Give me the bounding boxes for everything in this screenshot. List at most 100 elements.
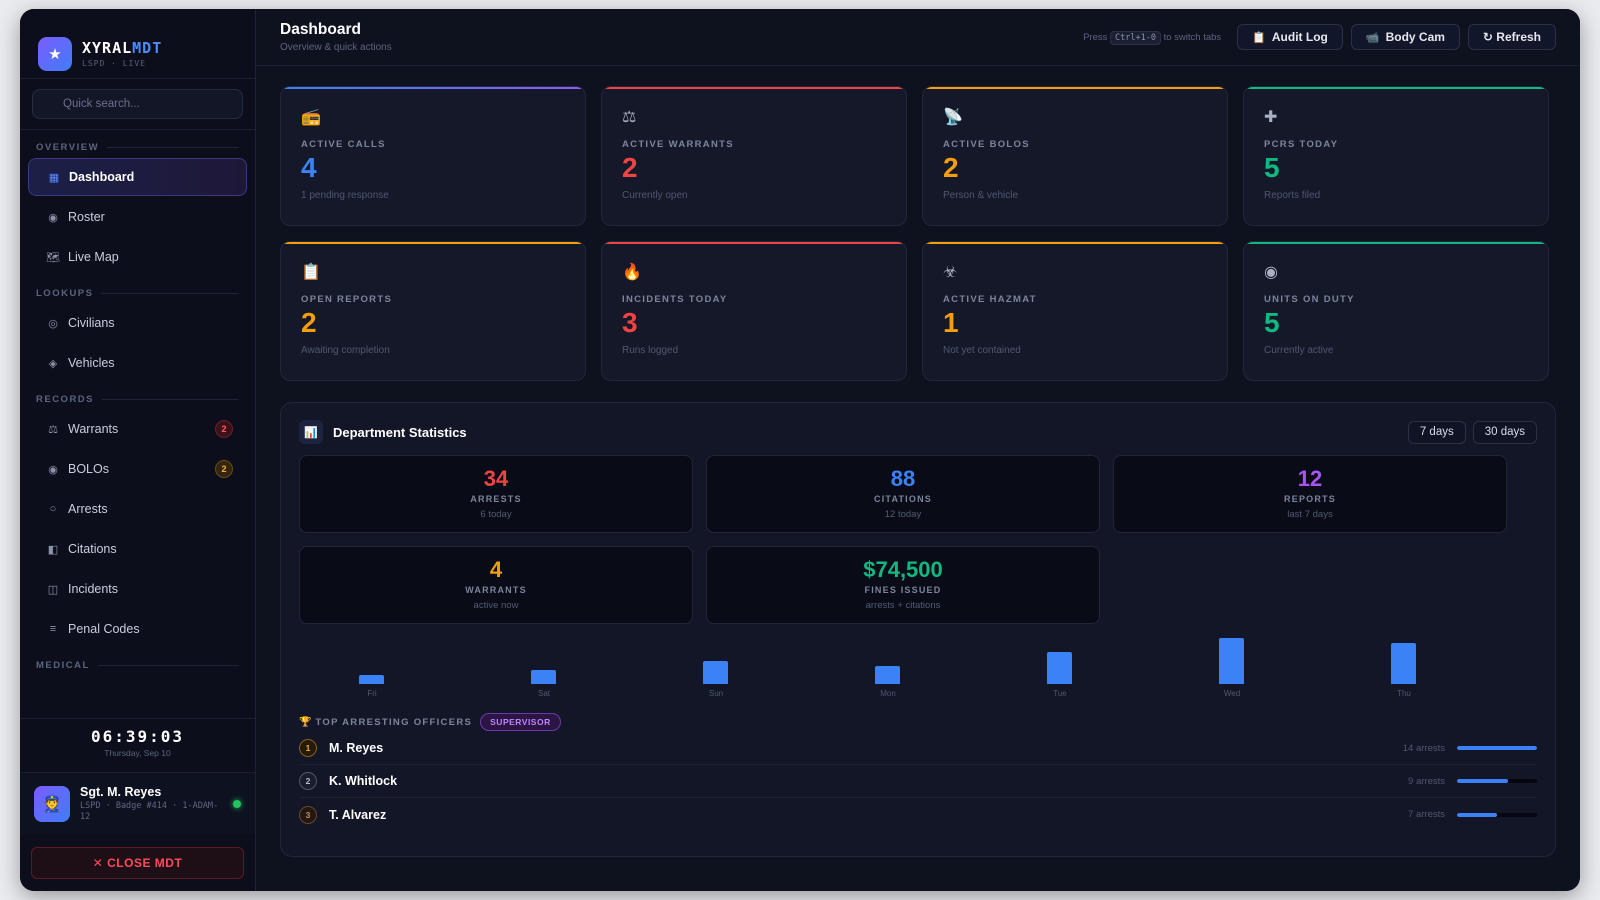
chart-bar-tue [1047,652,1072,684]
officer-row: 1 M. Reyes 14 arrests [299,732,1537,765]
sidebar-item-label: Live Map [68,250,119,264]
stat-fines-issued: $74,500 FINES ISSUED arrests + citations [706,546,1100,624]
sidebar-item-warrants[interactable]: ⚖ Warrants 2 [28,410,247,448]
audit-log-button[interactable]: 📋 Audit Log [1237,24,1343,50]
card-value: 1 [943,307,959,338]
card-value: 2 [622,152,638,183]
range-30-days-button[interactable]: 30 days [1472,420,1537,444]
top-officers-header: 🏆 TOP ARRESTING OFFICERS SUPERVISOR [299,712,1537,732]
card-units-on-duty[interactable]: ◉ UNITS ON DUTY 5 Currently active [1243,241,1549,381]
card-open-reports[interactable]: 📋 OPEN REPORTS 2 Awaiting completion [280,241,586,381]
chart-tick-label: Tue [1053,689,1067,698]
stat-grid: 34 ARRESTS 6 today 88 CITATIONS 12 today… [299,455,1537,624]
scales-icon: ⚖ [48,423,58,436]
chart-tick-label: Sun [708,689,724,698]
list-icon: ≡ [49,623,57,635]
card-pcrs-today[interactable]: ✚ PCRS TODAY 5 Reports filed [1243,86,1549,226]
card-active-warrants[interactable]: ⚖ ACTIVE WARRANTS 2 Currently open [601,86,907,226]
top-officers-title: TOP ARRESTING OFFICERS [315,716,473,728]
sidebar-item-label: Citations [68,542,117,556]
officer-arrest-count: 7 arrests [1408,809,1445,820]
arrest-progress-bar [1457,746,1537,750]
range-7-days-button[interactable]: 7 days [1407,420,1466,444]
card-active-hazmat[interactable]: ☣ ACTIVE HAZMAT 1 Not yet contained [922,241,1228,381]
refresh-button[interactable]: ↻ Refresh [1467,24,1556,50]
bolos-count-badge: 2 [215,460,233,478]
chart-tick-label: Sat [537,689,550,698]
officer-row: 2 K. Whitlock 9 arrests [299,765,1537,798]
mdt-window: ★ XYRALMDT LSPD · LIVE OVERVIEW ▦ Dashbo… [20,9,1580,891]
chart-tick-label: Thu [1397,689,1411,698]
nav-section-records: RECORDS [20,390,255,408]
officer-arrest-count: 14 arrests [1402,742,1445,754]
main-content: Dashboard Overview & quick actions Press… [256,9,1580,891]
sidebar-item-label: Vehicles [68,356,115,370]
card-active-calls[interactable]: 📻 ACTIVE CALLS 4 1 pending response [280,86,586,226]
close-mdt-button[interactable]: ✕ CLOSE MDT [31,847,244,879]
sidebar-item-penal-codes[interactable]: ≡ Penal Codes [28,610,247,648]
officer-avatar-icon: 👮 [34,785,70,822]
weekly-activity-chart: Fri Sat Sun Mon Tue Wed Thu [299,628,1537,700]
sidebar-item-roster[interactable]: ◉ Roster [28,198,247,236]
card-value: 4 [301,152,317,183]
stat-warrants: 4 WARRANTS active now [299,546,693,624]
card-value: 5 [1264,307,1280,338]
clock-date: Thursday, Sep 10 [104,748,171,758]
trophy-icon: 🏆 [299,716,312,728]
rank-badge: 2 [299,772,317,790]
citations-icon: ◧ [47,543,59,556]
page-title: Dashboard [280,21,361,38]
sidebar-item-label: Penal Codes [68,622,140,636]
biohazard-icon: ☣ [943,264,958,281]
sidebar-item-civilians[interactable]: ◎ Civilians [28,304,247,342]
sidebar-item-label: BOLOs [68,462,109,476]
nav-section-lookups: LOOKUPS [20,284,255,302]
bolo-icon: ◉ [48,463,58,476]
sidebar-item-vehicles[interactable]: ◈ Vehicles [28,344,247,382]
online-status-dot [233,799,241,808]
medical-cross-icon: ✚ [1264,109,1278,126]
stat-arrests: 34 ARRESTS 6 today [299,455,693,533]
stat-citations: 88 CITATIONS 12 today [706,455,1100,533]
officer-name: M. Reyes [329,741,384,755]
sidebar-item-dashboard[interactable]: ▦ Dashboard [28,158,247,196]
chart-bar-sun [703,661,728,684]
sidebar-item-incidents[interactable]: ◫ Incidents [28,570,247,608]
user-name: Sgt. M. Reyes [80,784,162,799]
topbar: Dashboard Overview & quick actions Press… [256,9,1580,66]
grid-icon: ▦ [48,171,60,184]
stats-title: Department Statistics [333,424,467,440]
rank-badge: 3 [299,805,317,824]
chart-bar-sat [531,670,556,684]
sidebar: ★ XYRALMDT LSPD · LIVE OVERVIEW ▦ Dashbo… [20,9,256,891]
chart-tick-label: Mon [880,689,896,698]
officer-row: 3 T. Alvarez 7 arrests [299,798,1537,831]
sidebar-item-label: Arrests [68,502,108,516]
chart-bar-wed [1219,638,1244,684]
brand-name: XYRALMDT [82,39,163,57]
sidebar-item-arrests[interactable]: ○ Arrests [28,490,247,528]
sidebar-item-bolos[interactable]: ◉ BOLOs 2 [28,450,247,488]
arrests-icon: ○ [49,503,57,515]
sidebar-item-label: Warrants [68,422,119,436]
brand: ★ XYRALMDT LSPD · LIVE [20,9,255,79]
search-input[interactable] [32,89,243,119]
card-active-bolos[interactable]: 📡 ACTIVE BOLOS 2 Person & vehicle [922,86,1228,226]
page-subtitle: Overview & quick actions [280,42,392,53]
card-value: 3 [622,307,638,338]
card-incidents-today[interactable]: 🔥 INCIDENTS TODAY 3 Runs logged [601,241,907,381]
arrest-progress-bar [1457,812,1537,817]
sidebar-item-label: Dashboard [69,170,135,184]
roster-icon: ◉ [48,211,58,224]
summary-cards: 📻 ACTIVE CALLS 4 1 pending response ⚖ AC… [280,86,1556,381]
chart-bar-thu [1391,643,1416,684]
sidebar-item-citations[interactable]: ◧ Citations [28,530,247,568]
sidebar-item-live-map[interactable]: 🗺 Live Map [28,238,247,276]
satellite-icon: 📡 [943,109,963,126]
body-cam-button[interactable]: 📹 Body Cam [1350,24,1460,50]
user-card: 👮 Sgt. M. Reyes LSPD · Badge #414 · 1-AD… [20,772,255,834]
user-meta: LSPD · Badge #414 · 1-ADAM-12 [80,800,219,822]
supervisor-badge: SUPERVISOR [480,713,561,731]
officer-name: K. Whitlock [329,774,398,788]
scales-icon: ⚖ [622,109,637,126]
